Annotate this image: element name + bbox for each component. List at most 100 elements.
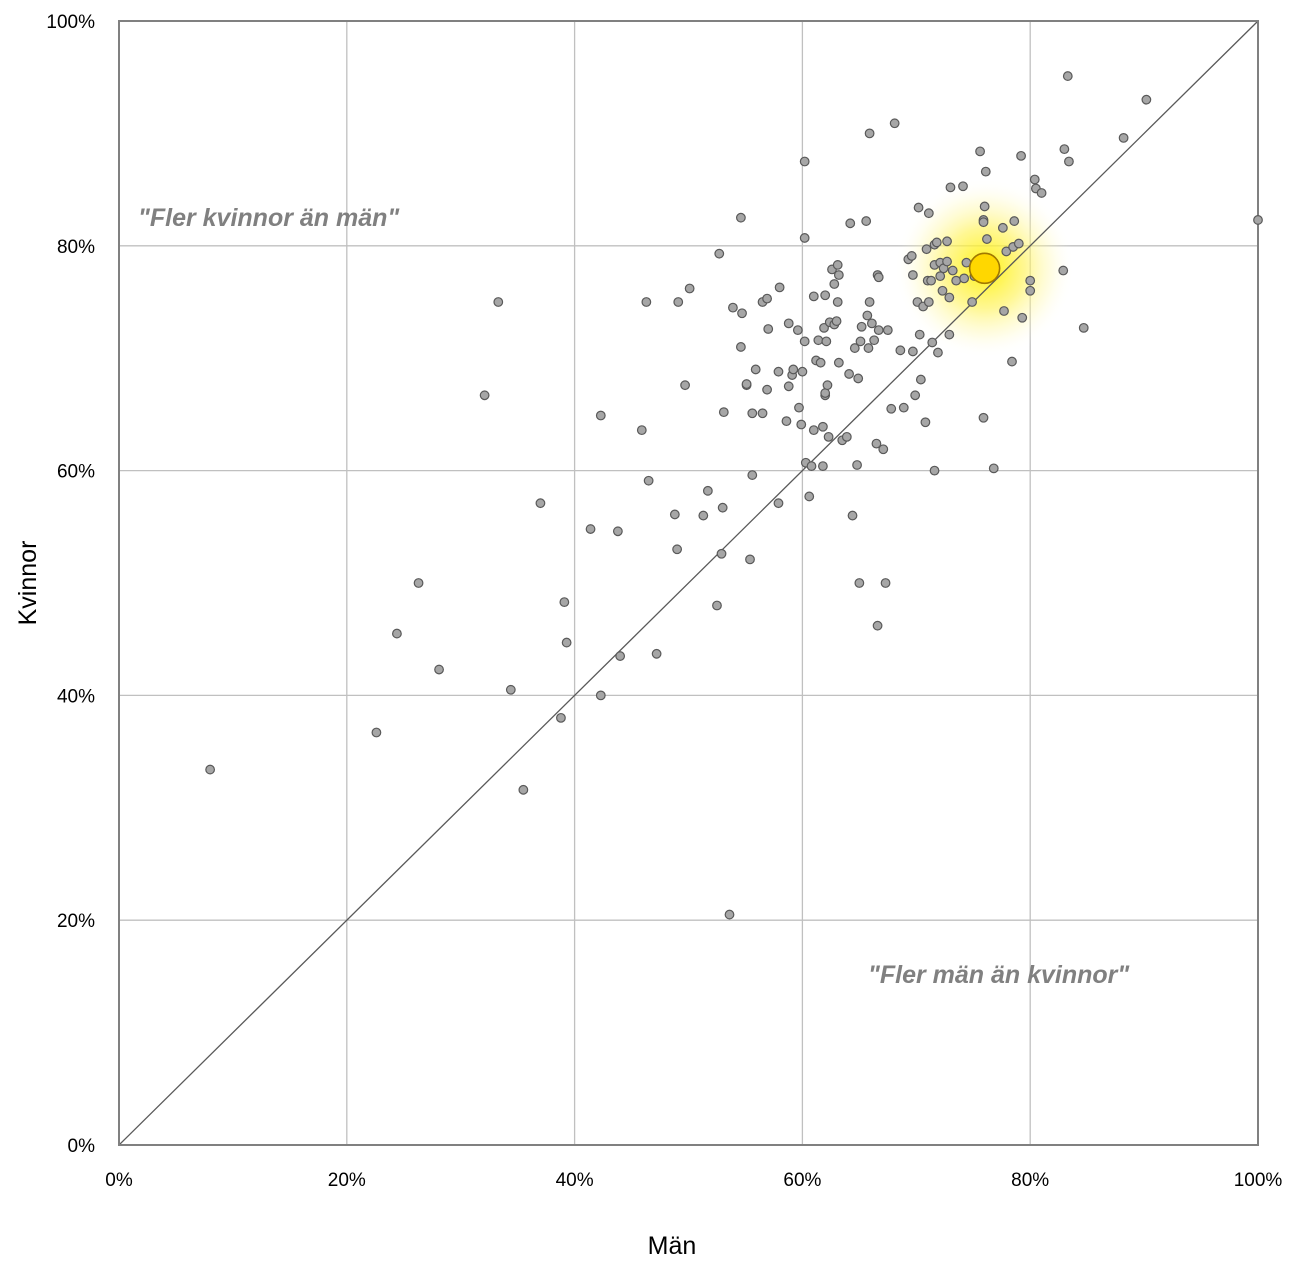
data-point [820, 388, 831, 398]
data-point [735, 212, 746, 223]
data-point [595, 690, 606, 701]
data-point [535, 498, 546, 509]
data-point [561, 637, 572, 648]
data-point [1025, 275, 1036, 286]
data-point [926, 275, 937, 286]
data-point [907, 270, 918, 280]
data-point [763, 324, 774, 334]
data-point [821, 336, 832, 347]
data-point [833, 270, 844, 280]
data-point [873, 325, 884, 336]
y-tick-labels: 0% 20% 40% 60% 80% 100% [46, 12, 95, 1157]
data-point [714, 248, 725, 259]
data-point [747, 470, 758, 480]
data-point [898, 402, 909, 413]
data-point [947, 265, 958, 276]
data-point [1062, 71, 1073, 81]
data-point [871, 438, 882, 449]
data-point [1078, 322, 1089, 333]
data-point [1007, 356, 1017, 367]
data-point [861, 216, 872, 226]
data-point [1058, 265, 1069, 276]
data-point [975, 146, 985, 157]
data-point [832, 260, 843, 270]
data-point [845, 218, 856, 229]
data-point [808, 425, 819, 436]
data-point [829, 279, 840, 289]
data-point [1253, 215, 1263, 225]
data-point [773, 498, 784, 509]
data-point [783, 381, 794, 392]
y-axis-title: Kvinnor [14, 541, 42, 626]
data-point [866, 318, 877, 329]
data-point [958, 181, 968, 192]
plot-frame [118, 20, 1259, 1146]
data-point [1036, 188, 1047, 198]
data-point [799, 156, 810, 167]
annotation-more-women: "Fler kvinnor än män" [138, 204, 400, 232]
data-point [808, 291, 819, 302]
annotation-more-men: "Fler män än kvinnor" [868, 961, 1130, 989]
data-point [636, 425, 647, 436]
highlight-point-layer [968, 252, 1001, 285]
data-point [853, 373, 864, 384]
data-point [882, 325, 893, 336]
y-tick-label: 60% [57, 462, 95, 483]
data-point [923, 208, 934, 219]
data-point [762, 384, 772, 395]
data-point [745, 554, 755, 565]
data-point [1009, 216, 1020, 226]
data-point [1118, 132, 1129, 143]
data-point [832, 297, 843, 307]
data-point [815, 357, 826, 368]
data-point [434, 664, 444, 675]
data-point [641, 297, 652, 307]
x-tick-labels: 0% 20% 40% 60% 80% 100% [105, 1170, 1282, 1191]
data-point [413, 578, 424, 588]
data-point [999, 306, 1009, 316]
data-point [806, 461, 817, 472]
data-point [1016, 150, 1026, 161]
data-point [716, 548, 727, 559]
data-point [979, 201, 990, 212]
data-point [878, 444, 889, 455]
data-point [978, 412, 989, 423]
data-point [794, 402, 804, 413]
data-point [823, 431, 834, 442]
y-tick-label: 20% [57, 911, 95, 932]
data-point [895, 345, 906, 356]
x-tick-label: 20% [328, 1170, 366, 1191]
data-point [872, 620, 883, 631]
data-point [856, 321, 867, 332]
data-point [1001, 246, 1012, 257]
data-point [931, 237, 942, 248]
data-point [741, 379, 752, 389]
data-point [804, 491, 815, 502]
data-point [1029, 174, 1040, 185]
data-point [841, 431, 852, 442]
y-tick-label: 80% [57, 237, 95, 258]
data-point [796, 419, 807, 430]
data-point [820, 290, 831, 301]
y-tick-label: 0% [68, 1136, 96, 1157]
x-axis-title: Män [648, 1232, 697, 1260]
data-point [728, 302, 738, 313]
y-tick-label: 100% [46, 12, 95, 33]
data-point [864, 297, 875, 307]
data-point [980, 166, 991, 177]
data-point [933, 347, 943, 358]
data-point [612, 526, 623, 537]
x-tick-label: 100% [1234, 1170, 1283, 1191]
plot-border [118, 20, 1259, 1146]
data-point [797, 366, 808, 377]
data-point [889, 118, 900, 129]
data-point [762, 293, 772, 304]
data-point [978, 217, 989, 228]
data-point [737, 308, 747, 319]
data-point [781, 416, 792, 427]
data-point [910, 390, 921, 401]
data-point [886, 403, 897, 414]
data-point [750, 364, 761, 375]
data-point [799, 233, 810, 243]
